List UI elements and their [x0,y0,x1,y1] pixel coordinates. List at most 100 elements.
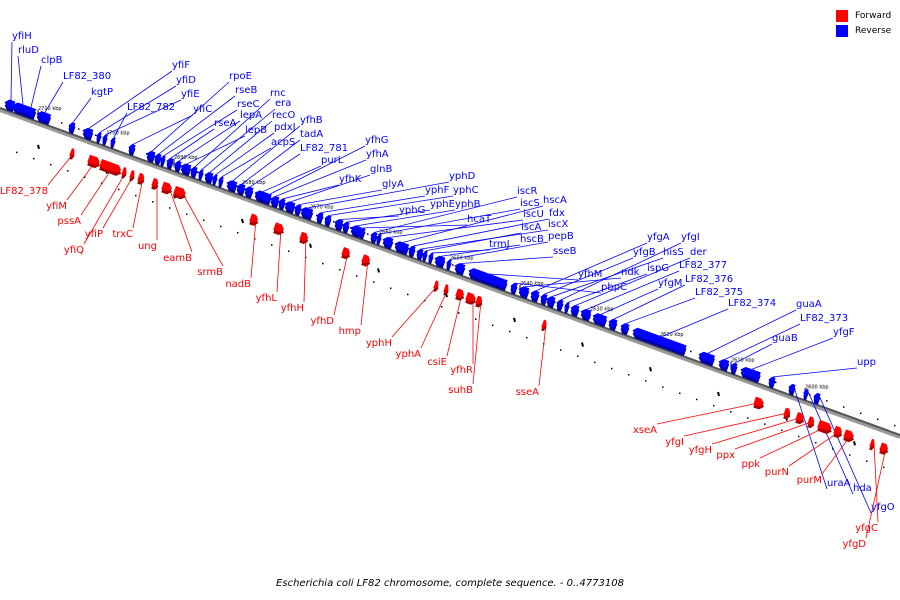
gene-arrow-hiss-53[interactable] [544,295,556,309]
gene-arrow-trxc-5[interactable] [136,172,146,186]
gene-arrow-reco-18[interactable] [202,171,214,185]
gene-arrow-srmb-8[interactable] [172,185,188,201]
gene-arrow-ypha-15[interactable] [442,284,450,296]
gene-arrow-csie-16[interactable] [454,288,466,301]
gene-arrow-yfgb-52[interactable] [538,293,548,306]
gene-arrow-ung-6[interactable] [150,177,160,191]
gene-arrow-yfhr-17[interactable] [464,292,478,306]
gene-arrow-yfgo-69[interactable] [811,392,821,405]
gene-arrow-pdxj-19[interactable] [210,174,218,186]
gene-arrow-yfgc-27[interactable] [868,438,876,451]
gene-arrow-upp-66[interactable] [766,376,776,389]
gene-arrow-yphg-33[interactable] [332,218,344,232]
gene-arrow-xsea-20[interactable] [752,396,766,411]
gene-arrow-yfhm-48[interactable] [466,267,508,292]
gene-arrow-clpb-2[interactable] [21,105,37,120]
gene-arrow-yfhd-12[interactable] [340,246,352,260]
gene-arrow-ndk-50[interactable] [516,285,530,300]
gene-arrow-yphb-35[interactable] [348,224,362,238]
gene-arrow-isca-43[interactable] [420,250,428,263]
gene-arrow-hda-68[interactable] [801,388,809,401]
gene-arrow-pbpc-49[interactable] [508,282,518,295]
gene-arrow-yfic-9[interactable] [126,143,136,156]
gene-arrow-rsea-13[interactable] [164,157,174,170]
gene-arrow-lepa-14[interactable] [172,160,182,173]
gene-arrow-ssea-19[interactable] [540,319,548,332]
gene-arrow-pssa-2[interactable] [98,159,123,177]
gene-arrow-yfha-26[interactable] [268,195,280,209]
gene-arrow-purl-24[interactable] [252,189,270,205]
gene-arrow-yphe-34[interactable] [340,221,350,234]
gene-arrow-rseb-11[interactable] [152,153,162,166]
gene-arrow-yfgm-58[interactable] [590,312,608,328]
gene-arrow-eamb-7[interactable] [160,181,174,196]
gene-arrow-yfgf-65[interactable] [738,366,761,384]
gene-arrow-yfgi-21[interactable] [782,407,792,421]
gene-arrow-der-56[interactable] [568,304,580,318]
gene-arrow-yfhg-25[interactable] [264,193,272,206]
gene-arrow-uraa-67[interactable] [786,383,796,396]
gene-arrow-rnc-16[interactable] [188,166,198,179]
gene-arrow-yfih-0[interactable] [2,98,16,113]
gene-arrow-glya-29[interactable] [292,204,302,217]
gene-arrow-yfim-1[interactable] [86,154,102,170]
gene-arrow-iscu-39[interactable] [380,236,394,250]
gene-arrow-rpoe-10[interactable] [144,150,156,164]
gene-arrow-yfhk-27[interactable] [276,198,286,211]
gene-arrow-yfip-4[interactable] [128,169,136,182]
gene-arrow-lf82-373-63[interactable] [716,358,730,372]
gene-arrow-lf82-781-23[interactable] [242,185,254,199]
gene-arrow-lf82-374-61[interactable] [630,326,687,357]
gene-arrow-acps-20[interactable] [216,176,224,188]
gene-arrow-trmj-44[interactable] [426,252,434,265]
gene-arrow-yfgd-28[interactable] [878,442,890,455]
gene-arrow-ppx-23[interactable] [806,416,816,429]
gene-arrow-ppk-24[interactable] [816,419,834,435]
gene-arrow-iscx-42[interactable] [414,248,424,261]
gene-arrow-hsca-40[interactable] [392,240,410,256]
gene-arrow-iscr-37[interactable] [368,231,378,244]
gene-arrow-iscs-38[interactable] [374,233,382,246]
gene-arrow-yfif-5[interactable] [80,127,94,141]
gene-arrow-hcat-36[interactable] [356,227,366,240]
gene-arrow-fdx-41[interactable] [406,245,416,258]
gene-arrow-tada-22[interactable] [234,182,246,196]
gene-arrow-pepb-46[interactable] [444,259,452,271]
gene-arrow-yfiq-3[interactable] [120,167,128,179]
minor-tick-dot [560,349,562,351]
gene-arrow-glnb-28[interactable] [282,200,296,215]
gene-arrow-hmp-13[interactable] [360,254,372,267]
gene-arrow-sseb-47[interactable] [452,262,466,276]
gene-arrow-yfgi-54[interactable] [554,299,564,312]
gene-arrow-yfhh-11[interactable] [298,231,310,245]
gene-arrow-nadb-9[interactable] [248,213,260,227]
gene-arrow-lepb-15[interactable] [178,162,192,177]
gene-arrow-lf82-377-57[interactable] [578,307,592,322]
gene-arrow-hscb-45[interactable] [432,254,446,269]
gene-arrow-yfhl-10[interactable] [272,222,286,236]
gene-arrow-yfie-7[interactable] [100,134,108,146]
gene-arrow-lf82-376-59[interactable] [606,318,618,332]
gene-arrow-yfgh-22[interactable] [794,411,806,425]
gene-arrow-yphf-31[interactable] [314,212,324,225]
gene-arrow-purn-25[interactable] [832,425,844,439]
gene-arrow-purm-26[interactable] [842,429,856,443]
gene-arrow-lf82-380-3[interactable] [34,110,52,126]
gene-arrow-rsec-12[interactable] [158,155,166,167]
minor-tick-dot [50,163,52,166]
gene-arrow-lf82-378-0[interactable] [68,148,76,160]
gene-arrow-era-17[interactable] [196,169,204,181]
gene-arrow-ispg-55[interactable] [562,302,570,314]
gene-arrow-guab-64[interactable] [728,362,738,375]
gene-arrow-yfhb-21[interactable] [224,179,238,193]
gene-arrow-kgtp-4[interactable] [66,121,76,135]
gene-arrow-guaa-62[interactable] [696,350,716,367]
gene-arrow-yphc-32[interactable] [322,214,332,228]
gene-arrow-suhb-18[interactable] [474,295,484,309]
gene-arrow-yphd-30[interactable] [298,206,314,221]
gene-arrow-lf82-375-60[interactable] [618,322,630,336]
gene-arrow-yfid-6[interactable] [94,132,102,144]
gene-arrow-yphh-14[interactable] [432,280,440,292]
gene-arrow-yfga-51[interactable] [528,289,540,303]
gene-arrow-lf82-782-8[interactable] [108,137,116,149]
